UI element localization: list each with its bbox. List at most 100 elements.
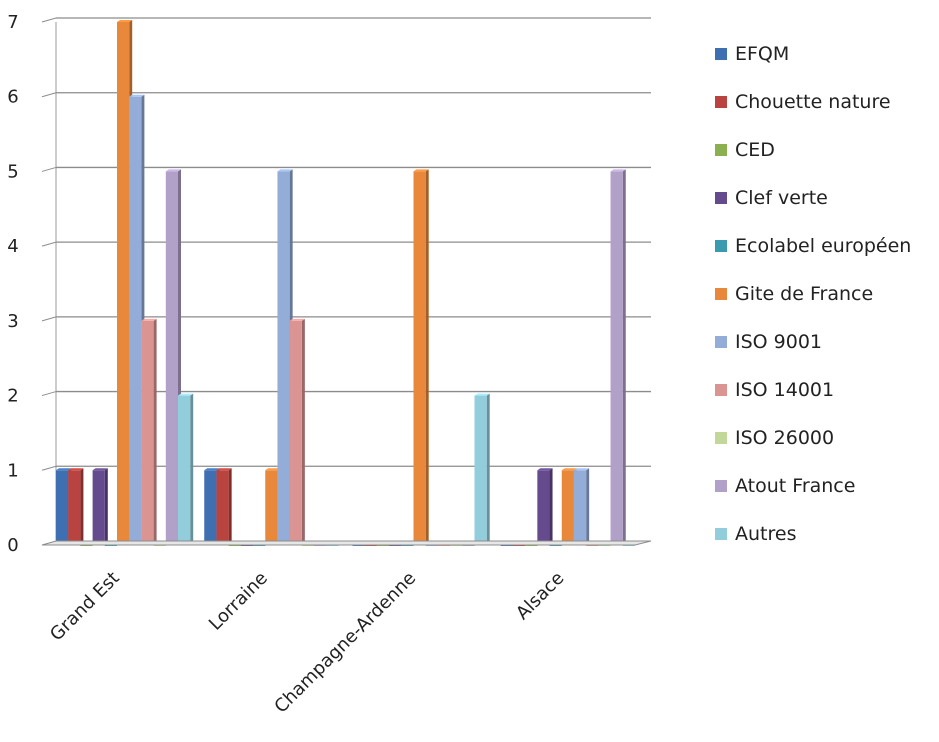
bar-side [153, 318, 157, 545]
chart-floor [41, 540, 652, 546]
legend-item: EFQM [715, 30, 911, 78]
bar-top [204, 468, 220, 471]
legend-swatch [715, 48, 727, 60]
bar [573, 468, 590, 545]
y-axis-ticks: 0 1 2 3 4 5 6 7 [7, 12, 18, 556]
bar-top [413, 169, 429, 172]
bar [68, 468, 84, 545]
bar-top [537, 468, 553, 471]
legend-item: ISO 9001 [715, 318, 911, 366]
bar [92, 468, 108, 545]
bar-side [301, 318, 305, 545]
bar-front [68, 470, 81, 545]
bar-front [561, 470, 574, 545]
floor-plane [41, 540, 652, 546]
bar-front [56, 470, 69, 545]
bar [216, 468, 232, 545]
legend-swatch [715, 288, 727, 300]
y-tick-label: 4 [7, 236, 18, 257]
legend-swatch [715, 384, 727, 396]
bar-front [474, 395, 487, 545]
bar-front [141, 320, 154, 545]
gridline-side [41, 92, 57, 98]
legend-label: ISO 9001 [735, 331, 823, 353]
legend-item: Atout France [715, 462, 911, 510]
gridline-side [41, 316, 57, 322]
y-tick-label: 5 [7, 161, 18, 182]
bar-top [92, 468, 108, 471]
y-tick-label: 2 [7, 386, 18, 407]
bar-front [216, 470, 229, 545]
gridline-side [41, 241, 57, 247]
bar [289, 318, 305, 545]
bar-top [141, 318, 157, 321]
legend-label: Chouette nature [735, 91, 891, 113]
bar-front [265, 470, 278, 545]
legend-swatch [715, 480, 727, 492]
x-tick-label: Champagne-Ardenne [270, 568, 420, 718]
gridline-side [41, 17, 57, 23]
x-tick-label: Alsace [512, 568, 568, 624]
bar-top [68, 468, 84, 471]
legend-item: Clef verte [715, 174, 911, 222]
bar-top [117, 20, 133, 22]
bar [610, 169, 626, 545]
legend: EFQM Chouette nature CED Clef verte Ecolabel… [715, 30, 911, 558]
legend-label: EFQM [735, 43, 790, 65]
bar-front [610, 171, 623, 545]
legend-swatch [715, 528, 727, 540]
bar [413, 169, 429, 545]
legend-item: CED [715, 126, 911, 174]
y-tick-label: 6 [7, 87, 18, 108]
bar-side [190, 393, 194, 545]
bar-front [165, 171, 178, 545]
bar-front [573, 470, 587, 545]
bar-top [165, 169, 181, 172]
bar-front [129, 96, 142, 545]
bar-side [104, 468, 108, 545]
legend-item: Gite de France [715, 270, 911, 318]
legend-label: Gite de France [735, 283, 874, 305]
bar-front [537, 470, 550, 545]
legend-swatch [715, 240, 727, 252]
bar-front [178, 395, 191, 545]
legend-swatch [715, 192, 727, 204]
bar-top [178, 393, 194, 396]
bar-front [204, 470, 217, 545]
legend-item: Ecolabel européen [715, 222, 911, 270]
legend-label: ISO 26000 [735, 427, 835, 449]
bar-top [474, 393, 490, 396]
bar [141, 318, 157, 545]
legend-label: Autres [735, 523, 797, 545]
bar-side [586, 468, 590, 545]
bar-top [216, 468, 232, 471]
bar-side [425, 169, 429, 545]
bar [178, 393, 194, 545]
bar-front [117, 22, 130, 545]
bar-top [289, 318, 305, 321]
bar-side [228, 468, 232, 545]
bar-front [289, 320, 302, 545]
legend-swatch [715, 336, 727, 348]
y-tick-label: 1 [7, 460, 18, 481]
bar-front [277, 171, 290, 545]
bar-top [56, 468, 72, 471]
legend-item: Chouette nature [715, 78, 911, 126]
bar-top [573, 468, 590, 471]
gridline-side [41, 166, 57, 172]
y-tick-label: 0 [7, 535, 18, 556]
bar-side [622, 169, 626, 545]
bar-side [549, 468, 553, 545]
bar-side [80, 468, 84, 545]
bar-top [129, 94, 145, 97]
legend-item: ISO 26000 [715, 414, 911, 462]
x-tick-label: Lorraine [205, 568, 272, 635]
y-tick-label: 7 [7, 12, 18, 33]
gridline-side [41, 465, 57, 471]
bar-top [561, 468, 577, 471]
bar [537, 468, 553, 545]
legend-item: Autres [715, 510, 911, 558]
legend-label: CED [735, 139, 775, 161]
